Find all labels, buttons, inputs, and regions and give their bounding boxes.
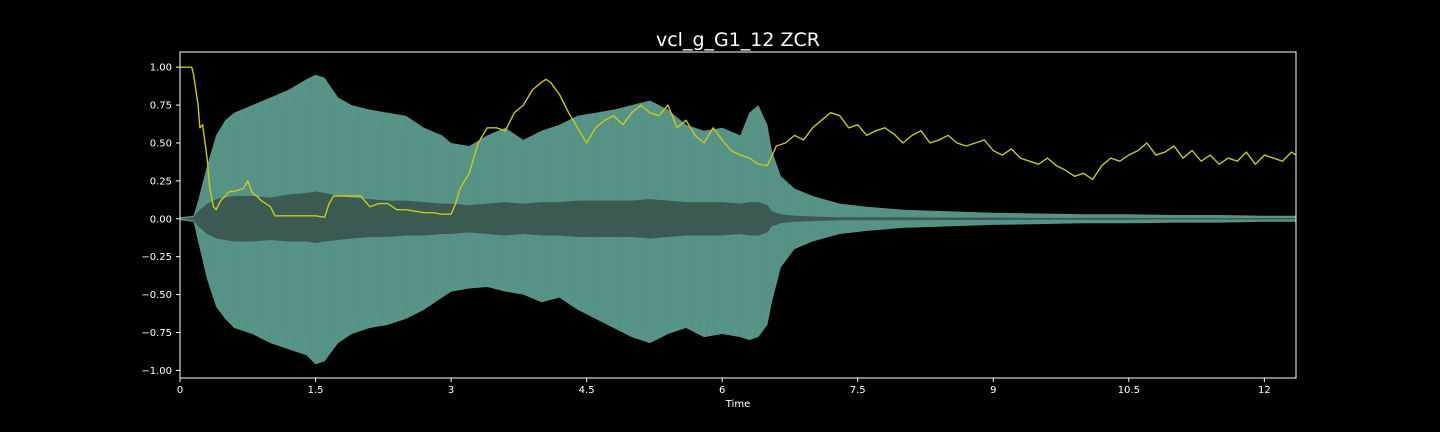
x-tick-label: 4.5 [579, 385, 595, 396]
y-tick-label: −0.50 [141, 290, 172, 301]
chart-title: vcl_g_G1_12 ZCR [656, 29, 820, 51]
plot-frame [179, 51, 1297, 379]
x-tick-label: 1.5 [308, 385, 324, 396]
y-tick-label: 0.75 [150, 101, 172, 112]
x-tick-label: 3 [448, 385, 454, 396]
y-tick-label: 0.50 [150, 138, 172, 149]
y-tick-label: −0.25 [141, 252, 172, 263]
x-tick-label: 12 [1258, 385, 1271, 396]
y-tick-label: 0.25 [150, 176, 172, 187]
zcr-line [180, 66, 1297, 219]
y-tick-label: 1.00 [150, 63, 172, 74]
y-tick-label: −0.75 [141, 328, 172, 339]
waveform-inner-band [180, 191, 1296, 244]
x-tick-label: 9 [990, 385, 996, 396]
plot-area [180, 66, 1297, 365]
y-tick-label: 0.00 [150, 214, 172, 225]
axes: 0 1.5 3 4.5 6 7.5 9 10.5 12 1.00 0.75 0.50 0.25 0.00 −… [141, 51, 1297, 396]
x-axis-label: Time [725, 399, 750, 410]
x-tick-label: 6 [719, 385, 725, 396]
y-tick-label: −1.00 [141, 366, 172, 377]
x-tick-label: 7.5 [850, 385, 866, 396]
x-tick-label: 0 [177, 385, 183, 396]
x-tick-label: 10.5 [1118, 385, 1140, 396]
